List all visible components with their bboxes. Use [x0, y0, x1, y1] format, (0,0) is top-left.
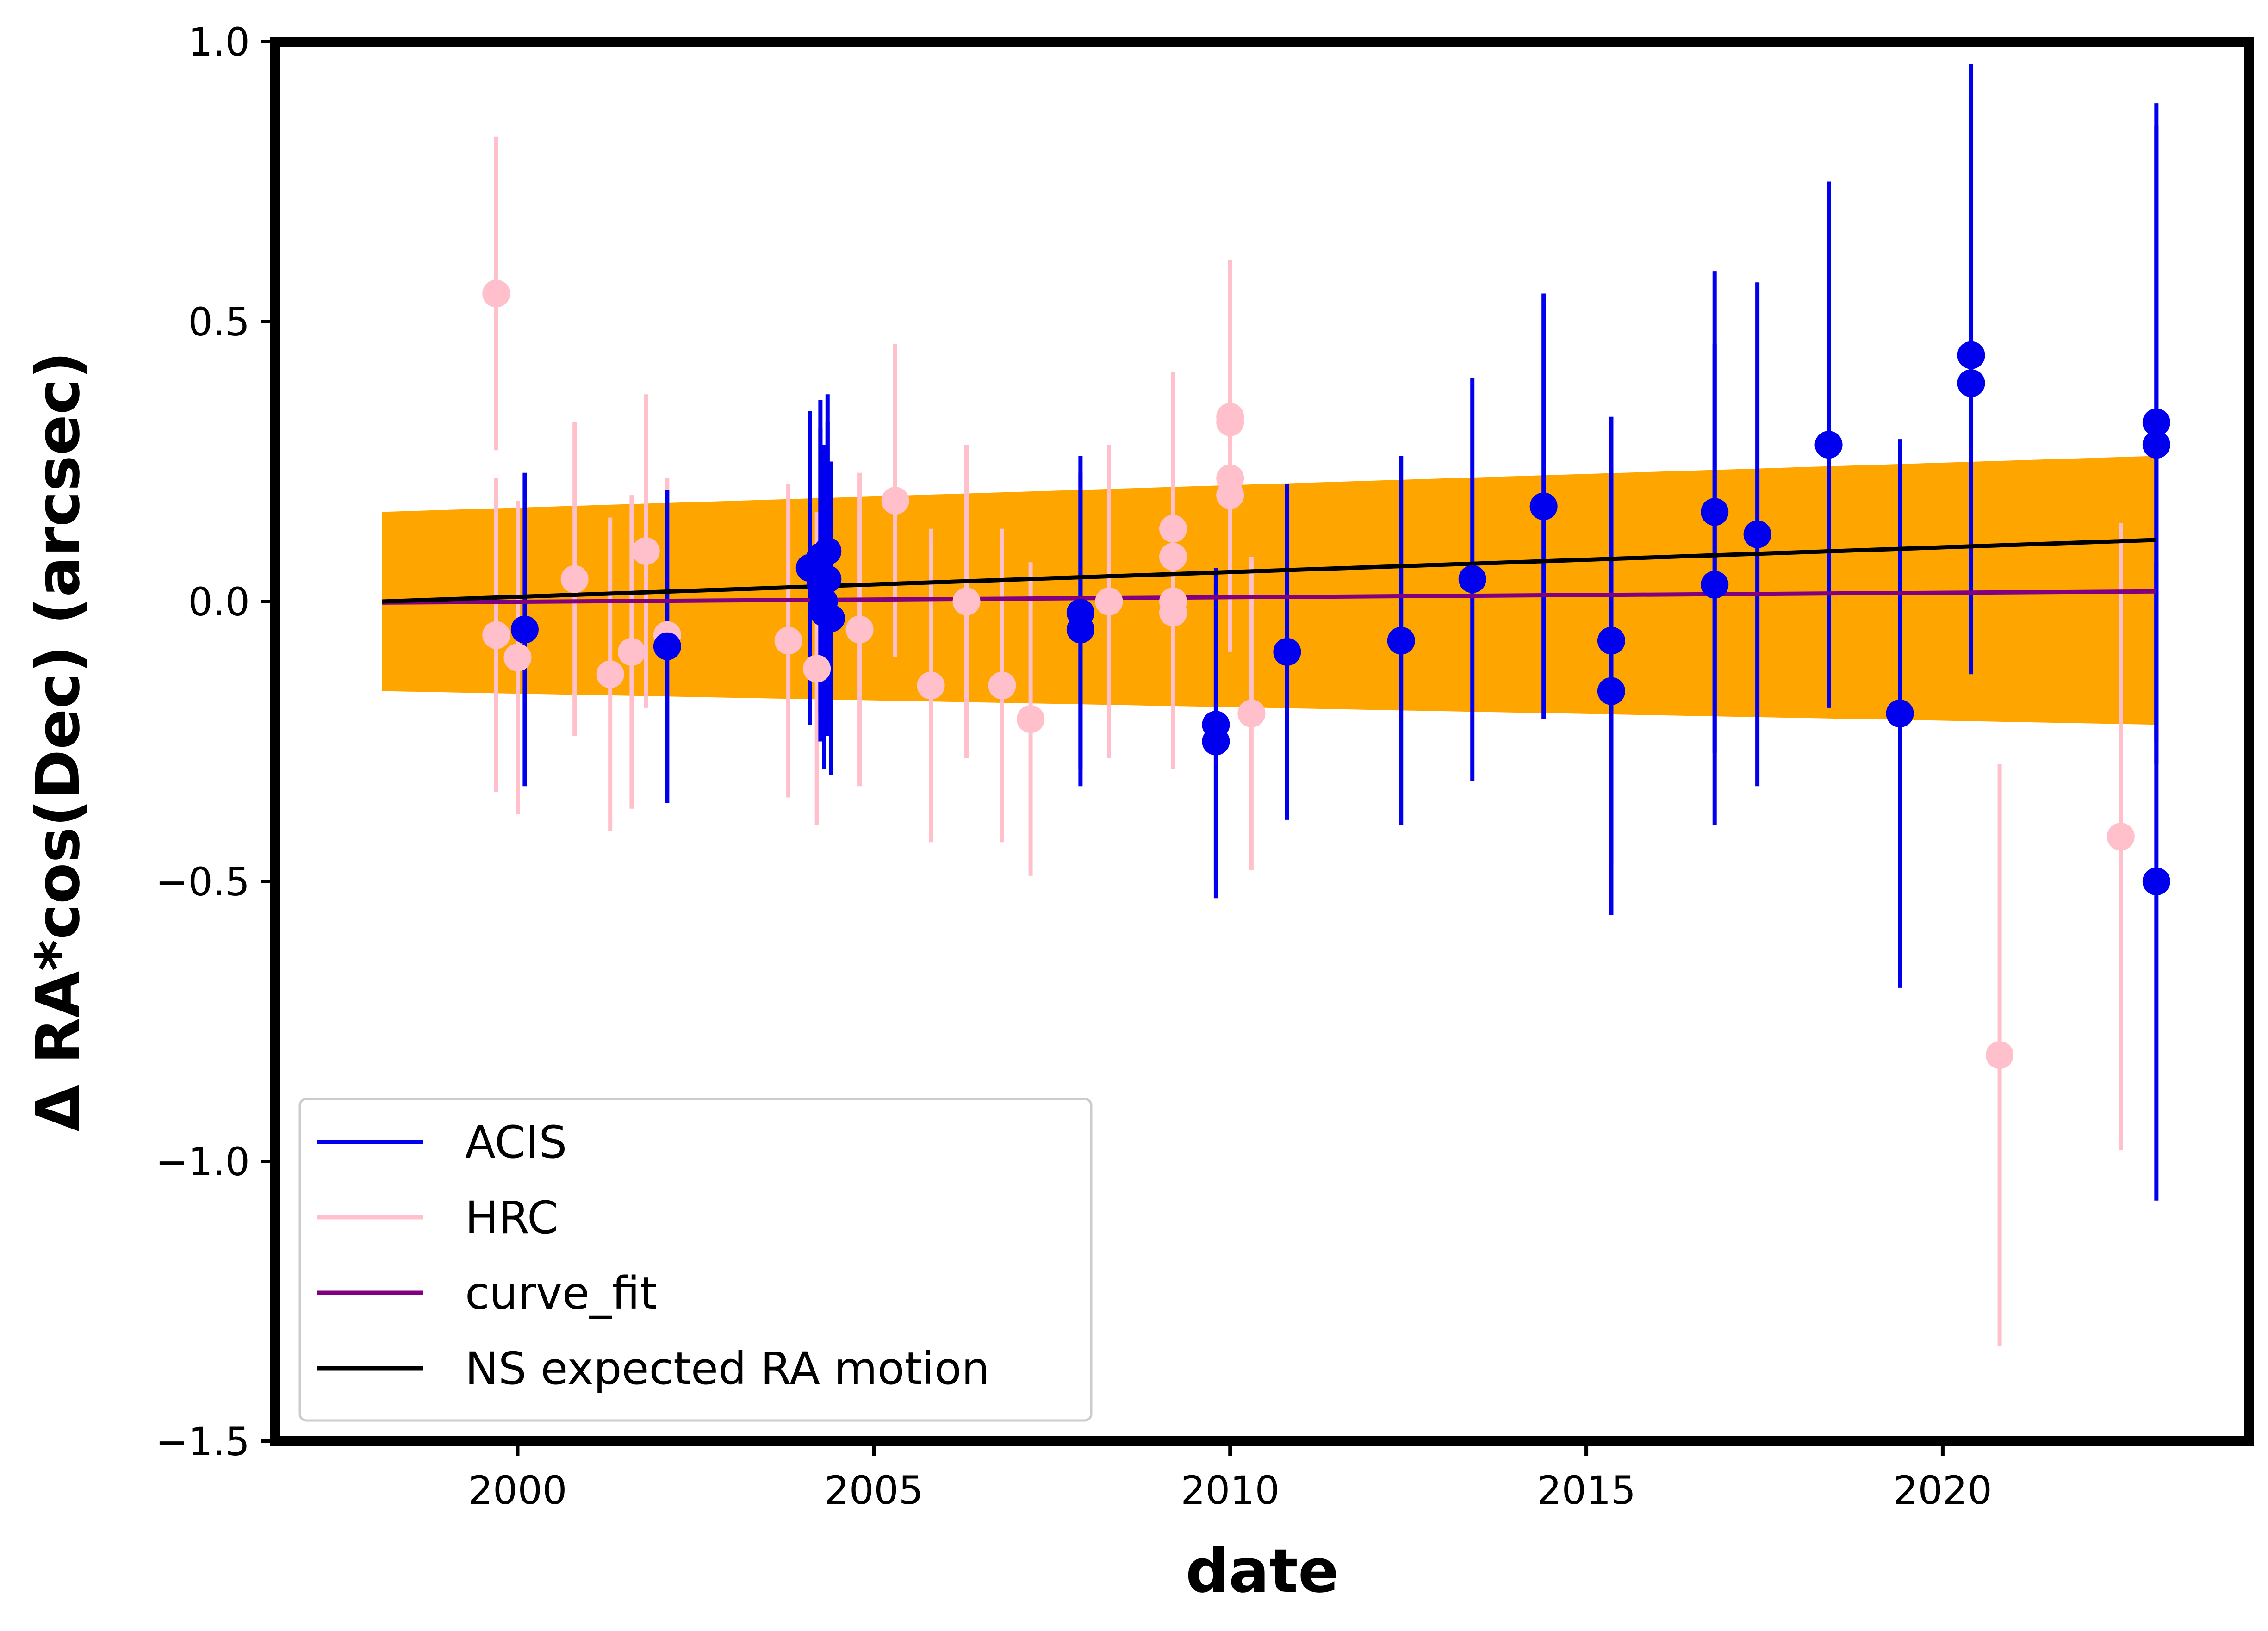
hrc-point [482, 621, 510, 649]
y-axis: −1.5 −1.0 −0.5 0.0 0.5 1.0 [155, 19, 275, 1464]
legend-label: NS expected RA motion [465, 1343, 990, 1395]
acis-point [1458, 565, 1486, 593]
hrc-point [803, 655, 831, 683]
acis-point [1701, 571, 1729, 599]
line-layer [382, 538, 2156, 605]
hrc-point [2106, 823, 2135, 851]
hrc-point [1986, 1041, 2014, 1069]
y-tick-label: −1.5 [155, 1419, 250, 1464]
acis-point [1886, 700, 1914, 727]
x-tick-label: 2005 [824, 1468, 923, 1513]
acis-point [2142, 431, 2170, 459]
hrc-point [774, 626, 802, 655]
acis-point [814, 565, 842, 593]
hrc-point [1216, 481, 1244, 509]
x-tick-label: 2015 [1537, 1468, 1636, 1513]
acis-point [2142, 408, 2170, 436]
hrc-point [503, 644, 532, 671]
x-tick-label: 2000 [468, 1468, 567, 1513]
acis-point [2142, 868, 2170, 895]
hrc-point [1159, 515, 1187, 543]
acis-point [1066, 615, 1094, 644]
y-axis-title: Δ RA*cos(Dec) (arcsec) [23, 352, 93, 1132]
hrc-point [845, 615, 874, 644]
acis-point [653, 632, 681, 660]
plot-frame [270, 37, 2254, 1446]
legend: ACIS HRC curve_fit NS expected RA motion [298, 1098, 1093, 1422]
x-tick-label: 2010 [1181, 1468, 1280, 1513]
y-tick-label: −1.0 [155, 1139, 250, 1184]
x-axis-title: date [1186, 1536, 1339, 1606]
legend-box [298, 1098, 1093, 1422]
hrc-point [952, 588, 981, 615]
y-tick-label: 0.5 [188, 299, 250, 345]
acis-point [1273, 638, 1301, 666]
acis-point [1957, 369, 1985, 397]
legend-label: ACIS [465, 1116, 567, 1168]
acis-point [510, 615, 539, 644]
acis-point [1957, 341, 1985, 369]
acis-point [1814, 431, 1843, 459]
hrc-point [1159, 599, 1187, 627]
acis-point [814, 537, 842, 565]
plot-area [382, 64, 2170, 1346]
y-tick-label: −0.5 [155, 859, 250, 905]
x-axis: 2000 2005 2010 2015 2020 [468, 1441, 1992, 1513]
x-tick-label: 2020 [1893, 1468, 1992, 1513]
acis-point [1597, 626, 1625, 655]
legend-label: curve_fit [465, 1267, 657, 1319]
acis-point [1202, 727, 1230, 756]
legend-label: HRC [465, 1192, 558, 1244]
hrc-point [881, 487, 909, 515]
acis-point [817, 604, 845, 633]
hrc-point [1017, 705, 1045, 733]
hrc-point [632, 537, 660, 565]
hrc-point [1159, 543, 1187, 571]
acis-point [1701, 498, 1729, 526]
hrc-point [1237, 700, 1266, 727]
acis-point [1529, 492, 1558, 521]
hrc-point [988, 671, 1016, 700]
hrc-point [617, 638, 646, 666]
hrc-point [1216, 408, 1244, 436]
y-tick-label: 1.0 [188, 19, 250, 65]
acis-point [1743, 520, 1771, 548]
hrc-point [560, 565, 589, 593]
hrc-point [917, 671, 945, 700]
hrc-point [596, 660, 624, 688]
point-layer [482, 279, 2170, 1069]
y-tick-label: 0.0 [188, 579, 250, 625]
ns-expected-line [382, 538, 2156, 604]
acis-point [1387, 626, 1415, 655]
acis-point [1597, 677, 1625, 705]
hrc-point [1095, 588, 1123, 615]
hrc-point [482, 279, 510, 308]
curve-fit-line [382, 589, 2156, 605]
